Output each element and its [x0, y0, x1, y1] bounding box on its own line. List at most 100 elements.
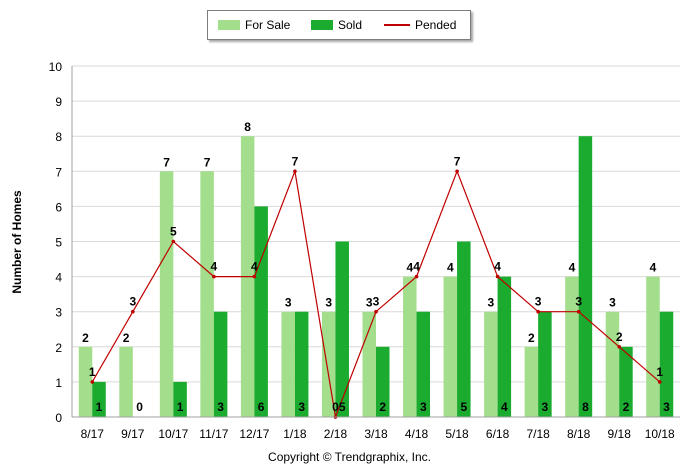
sold-bar — [294, 311, 309, 417]
for-sale-bar — [119, 346, 133, 417]
for-sale-swatch — [218, 20, 240, 30]
sold-bar — [497, 276, 512, 417]
sold-data-label: 3 — [217, 400, 224, 414]
sold-bar — [416, 311, 431, 417]
pended-point — [536, 309, 540, 314]
for-sale-bar — [605, 311, 620, 417]
x-tick-label: 5/18 — [445, 427, 469, 441]
for-sale-data-label: 3 — [325, 296, 332, 310]
x-tick-label: 8/18 — [567, 427, 591, 441]
pended-line — [90, 169, 662, 420]
pended-data-label: 3 — [575, 295, 582, 309]
sold-bar — [92, 381, 106, 417]
y-tick-label: 8 — [55, 130, 62, 144]
sold-bar — [578, 136, 593, 417]
legend-item-for-sale: For Sale — [218, 11, 290, 39]
x-tick-label: 2/18 — [324, 427, 348, 441]
x-tick-label: 10/18 — [645, 427, 675, 441]
sold-data-label: 4 — [501, 400, 508, 414]
sold-data-label: 2 — [379, 400, 386, 414]
sold-bar — [538, 311, 552, 417]
pended-data-label: 5 — [170, 225, 177, 239]
sold-data-label: 5 — [460, 400, 467, 414]
legend-item-pended: Pended — [384, 11, 456, 39]
pended-point — [374, 309, 378, 314]
y-tick-label: 6 — [55, 200, 62, 214]
x-tick-label: 7/18 — [526, 427, 550, 441]
sold-swatch — [311, 20, 333, 30]
for-sale-bar — [321, 311, 336, 417]
for-sale-bar — [362, 311, 376, 417]
for-sale-data-label: 4 — [569, 261, 576, 275]
for-sale-bar — [200, 171, 214, 417]
pended-point — [212, 274, 216, 279]
sold-bar — [457, 241, 471, 417]
legend-label-pended: Pended — [415, 18, 457, 32]
legend-label-for-sale: For Sale — [245, 18, 291, 32]
y-tick-label: 1 — [55, 376, 62, 390]
pended-point — [131, 309, 135, 314]
pended-point — [171, 239, 176, 244]
x-tick-label: 11/17 — [199, 427, 228, 441]
pended-point — [576, 309, 581, 314]
sold-data-label: 6 — [258, 400, 265, 414]
copyright-footer: Copyright © Trendgraphix, Inc. — [268, 450, 431, 464]
pended-swatch — [384, 24, 410, 26]
for-sale-bar — [443, 276, 458, 417]
for-sale-data-label: 2 — [123, 331, 130, 345]
for-sale-data-label: 7 — [163, 155, 170, 169]
y-tick-label: 5 — [55, 236, 62, 250]
sold-data-label: 3 — [663, 400, 670, 414]
x-tick-label: 3/18 — [364, 427, 388, 441]
for-sale-bar — [78, 346, 93, 417]
for-sale-bar — [281, 311, 295, 417]
y-tick-label: 0 — [55, 411, 62, 425]
x-tick-label: 9/18 — [608, 427, 632, 441]
pended-data-label: 4 — [211, 260, 218, 274]
pended-data-label: 7 — [454, 154, 461, 168]
x-tick-label: 12/17 — [239, 427, 269, 441]
x-tick-label: 4/18 — [405, 427, 429, 441]
x-tick-label: 1/18 — [283, 427, 307, 441]
pended-data-label: 1 — [656, 365, 663, 379]
pended-data-label: 1 — [89, 365, 96, 379]
for-sale-data-label: 8 — [244, 120, 251, 134]
sold-data-label: 1 — [96, 400, 103, 414]
sold-bar — [659, 311, 674, 417]
sold-bar — [173, 381, 187, 417]
pended-data-label: 4 — [494, 260, 501, 274]
sold-data-label: 3 — [420, 400, 427, 414]
y-tick-label: 9 — [55, 95, 62, 109]
for-sale-data-label: 2 — [82, 331, 89, 345]
y-tick-label: 4 — [55, 271, 62, 285]
pended-data-label: 4 — [251, 260, 258, 274]
sold-data-label: 3 — [542, 400, 549, 414]
pended-point — [90, 380, 95, 384]
pended-data-label: 4 — [413, 260, 420, 274]
x-tick-label: 8/17 — [81, 427, 105, 441]
sold-data-label: 0 — [136, 400, 143, 414]
pended-data-label: 0 — [332, 400, 339, 414]
pended-data-label: 3 — [373, 295, 380, 309]
pended-point — [495, 274, 500, 279]
for-sale-bar — [646, 276, 660, 417]
for-sale-data-label: 4 — [406, 261, 413, 275]
sold-bar — [335, 241, 349, 417]
for-sale-data-label: 7 — [204, 155, 211, 169]
sold-bar — [254, 206, 268, 417]
pended-point — [414, 274, 419, 279]
y-tick-label: 2 — [55, 341, 62, 355]
sold-bar — [619, 346, 633, 417]
sold-data-label: 3 — [298, 400, 305, 414]
sold-bar — [376, 346, 390, 417]
pended-point — [252, 274, 257, 279]
x-tick-label: 10/17 — [158, 427, 188, 441]
pended-point — [657, 380, 662, 384]
y-tick-label: 10 — [49, 60, 63, 74]
sold-data-label: 5 — [339, 400, 346, 414]
for-sale-bar — [484, 311, 498, 417]
x-tick-label: 9/17 — [121, 427, 145, 441]
for-sale-bar — [159, 171, 174, 417]
